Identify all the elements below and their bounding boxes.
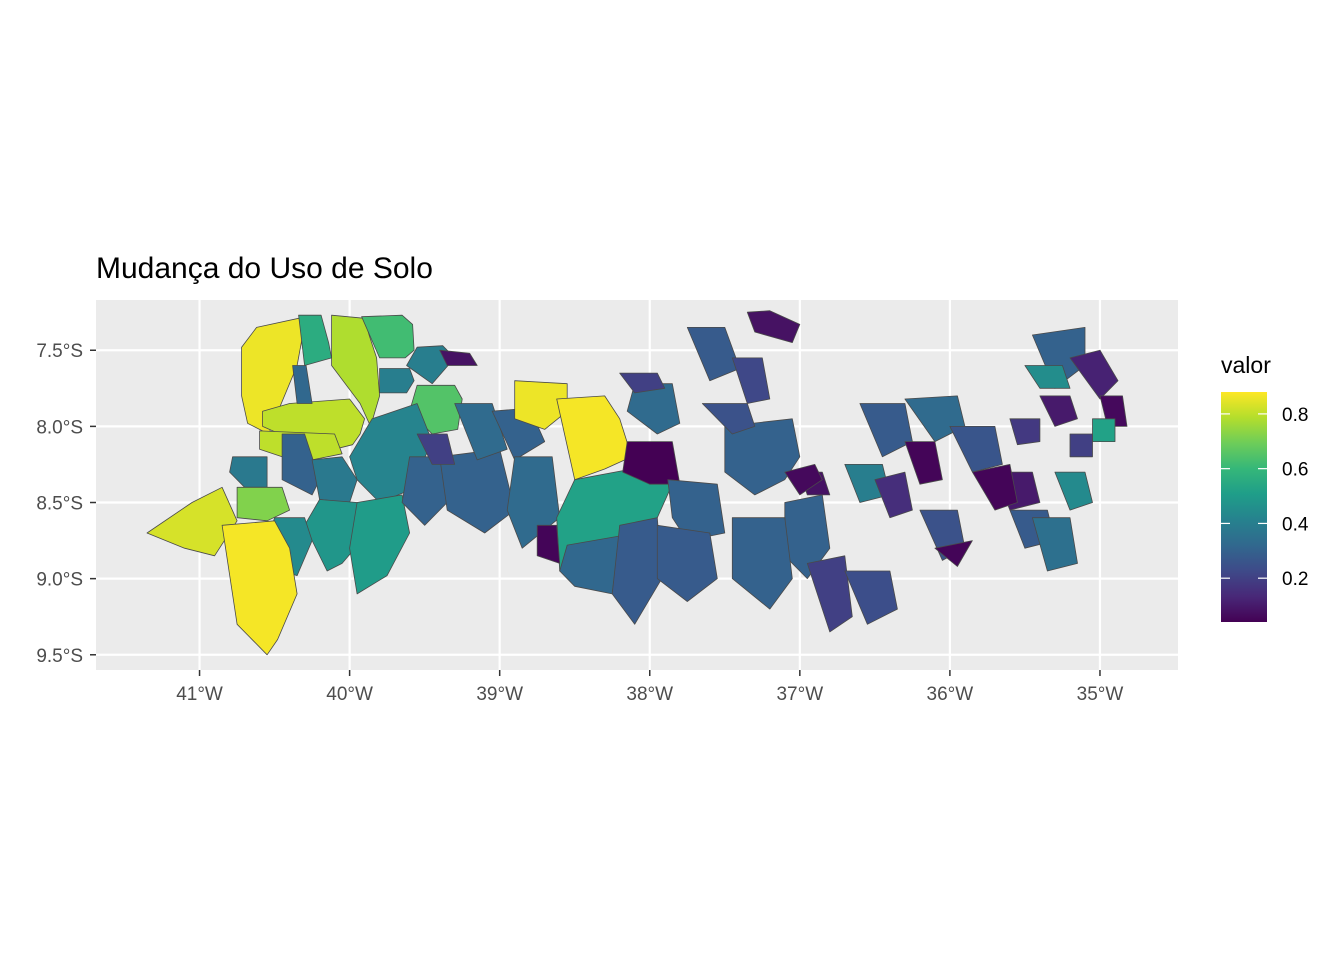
legend-label: 0.2	[1282, 569, 1308, 590]
municipality-region	[806, 555, 853, 633]
municipality-region	[949, 425, 1003, 473]
municipality-region	[844, 570, 898, 625]
municipality-region	[1032, 517, 1078, 572]
x-tick-label: 36°W	[927, 684, 974, 705]
x-tick-label: 41°W	[176, 684, 223, 705]
x-tick-label: 37°W	[776, 684, 823, 705]
municipality-polygons	[146, 310, 1128, 656]
municipality-region	[626, 383, 681, 435]
y-tick-label: 8.0°S	[36, 417, 83, 438]
municipality-region	[1009, 418, 1041, 446]
municipality-region	[146, 486, 238, 557]
municipality-region	[1039, 395, 1078, 427]
municipality-region	[1069, 433, 1093, 458]
municipality-region	[416, 433, 456, 465]
x-tick-label: 38°W	[626, 684, 673, 705]
municipality-region	[281, 433, 321, 496]
municipality-region	[1069, 349, 1119, 400]
municipality-region	[311, 456, 358, 503]
municipality-region	[746, 310, 801, 344]
municipality-region	[611, 517, 663, 625]
municipality-region	[904, 441, 943, 485]
y-tick-label: 9.5°S	[36, 646, 83, 667]
municipality-region	[454, 403, 508, 461]
municipality-region	[731, 517, 793, 610]
municipality-region	[349, 494, 411, 595]
municipality-region	[559, 535, 621, 595]
x-tick-label: 35°W	[1077, 684, 1124, 705]
municipality-region	[656, 524, 718, 602]
municipality-region	[221, 520, 298, 656]
municipality-region	[622, 441, 681, 485]
municipality-region	[1092, 418, 1116, 443]
municipality-region	[536, 524, 561, 564]
municipality-region	[361, 314, 415, 359]
municipality-region	[619, 372, 666, 394]
municipality-region	[731, 357, 771, 404]
legend: valor 0.2 0.4 0.6 0.8	[1221, 352, 1309, 622]
legend-title: valor	[1221, 352, 1271, 378]
municipality-region	[439, 349, 478, 366]
municipality-region	[972, 463, 1018, 511]
municipality-region	[292, 365, 313, 404]
y-tick-label: 9.0°S	[36, 570, 83, 591]
y-tick-label: 7.5°S	[36, 341, 83, 362]
x-tick-label: 39°W	[476, 684, 523, 705]
municipality-region	[724, 418, 801, 496]
legend-label: 0.6	[1282, 460, 1308, 481]
municipality-region	[874, 471, 913, 519]
legend-colorbar	[1221, 392, 1267, 622]
municipality-region	[379, 368, 415, 394]
x-tick-label: 40°W	[326, 684, 373, 705]
municipality-region	[1024, 365, 1071, 389]
municipality-region	[1054, 471, 1093, 511]
chart-title: Mudança do Uso de Solo	[96, 252, 433, 285]
y-tick-label: 8.5°S	[36, 494, 83, 515]
legend-ticks: 0.2 0.4 0.6 0.8	[1221, 405, 1309, 590]
municipality-region	[934, 540, 973, 567]
municipality-region	[236, 486, 291, 522]
x-axis: 41°W 40°W 39°W 38°W 37°W 36°W 35°W	[176, 670, 1123, 705]
municipality-region	[298, 314, 333, 366]
legend-label: 0.4	[1282, 514, 1309, 535]
municipality-region	[514, 380, 568, 430]
legend-label: 0.8	[1282, 405, 1308, 426]
municipality-region	[701, 403, 756, 435]
municipality-region	[784, 463, 823, 496]
y-axis: 7.5°S 8.0°S 8.5°S 9.0°S 9.5°S	[36, 341, 96, 667]
